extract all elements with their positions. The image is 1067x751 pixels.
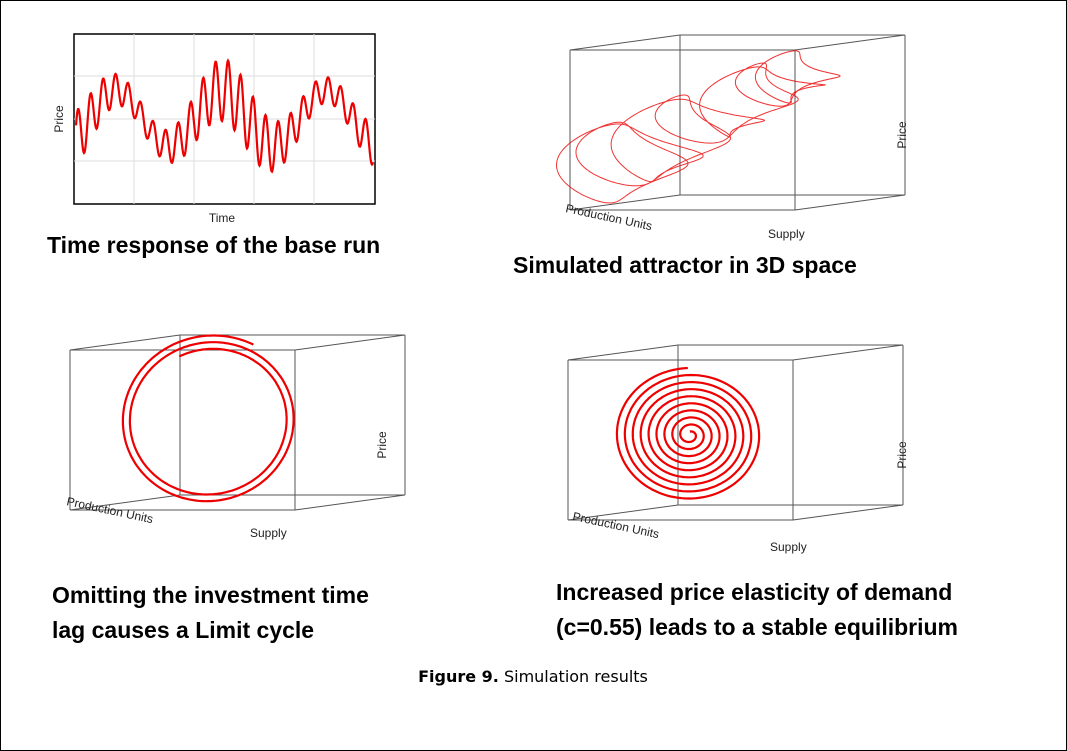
box-edge (567, 504, 679, 521)
panel-caption: Omitting the investment time (52, 582, 369, 608)
panel-caption: lag causes a Limit cycle (52, 617, 314, 643)
box-edge (69, 334, 181, 351)
axis-label-supply: Supply (250, 526, 287, 540)
y-axis-label: Price (52, 105, 66, 133)
box-edge (794, 34, 906, 51)
panel-caption: (c=0.55) leads to a stable equilibrium (556, 614, 958, 640)
figure-label: Figure 9. (418, 667, 499, 686)
box-edge (69, 494, 181, 511)
time-series-curve (74, 58, 375, 174)
box-edge (567, 344, 679, 361)
box-edge (294, 494, 406, 511)
panel-caption: Increased price elasticity of demand (556, 579, 952, 605)
x-axis-label: Time (209, 211, 236, 225)
spiral-curve (615, 366, 761, 500)
box-edge (569, 34, 681, 51)
panel-caption: Time response of the base run (47, 232, 380, 258)
box-3d (569, 34, 906, 211)
box-edge (794, 194, 906, 211)
time-plot: Time Price Time response of the base run (47, 33, 380, 258)
box-edge (792, 504, 904, 521)
attractor-curve (555, 50, 841, 204)
spiral-plot: Production Units Supply Price Increased … (556, 344, 958, 640)
box-edge (294, 334, 406, 351)
axis-label-price: Price (895, 441, 909, 469)
box-edge (569, 194, 681, 211)
axis-label-supply: Supply (768, 227, 805, 241)
box-edge (792, 344, 904, 361)
axis-label-price: Price (895, 121, 909, 149)
figure-caption: Figure 9. Simulation results (418, 667, 648, 686)
axis-label-price: Price (375, 431, 389, 459)
figure-text: Simulation results (504, 667, 648, 686)
box-3d (567, 344, 904, 521)
panel-caption: Simulated attractor in 3D space (513, 252, 857, 278)
axis-label-supply: Supply (770, 540, 807, 554)
limit-cycle-curve (121, 334, 295, 503)
